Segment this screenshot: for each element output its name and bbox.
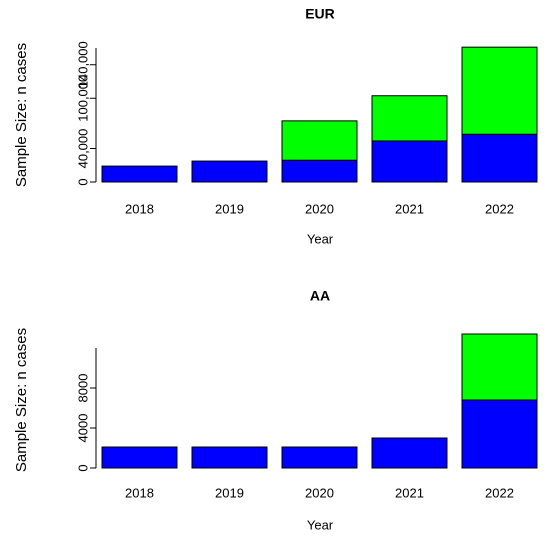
y-tick-label: 100,000 xyxy=(75,75,90,122)
x-tick-label: 2021 xyxy=(395,201,424,216)
x-tick-label: 2020 xyxy=(305,201,334,216)
x-tick-label: 2018 xyxy=(125,485,154,500)
y-tick-label: 0 xyxy=(75,178,90,185)
x-tick-label: 2019 xyxy=(215,485,244,500)
x-tick-label: 2018 xyxy=(125,201,154,216)
chart-title: AA xyxy=(310,288,330,304)
bar-segment xyxy=(461,46,538,135)
x-tick-label: 2022 xyxy=(485,485,514,500)
y-tick-label: 140,000 xyxy=(75,41,90,88)
y-axis-label: Sample Size: n cases xyxy=(13,43,30,187)
bar-segment xyxy=(371,437,448,469)
y-axis-label: Sample Size: n cases xyxy=(13,328,30,472)
bar-segment xyxy=(461,133,538,183)
bar-segment xyxy=(281,446,358,469)
y-tick-label: 0 xyxy=(75,464,90,471)
bar-segment xyxy=(461,333,538,401)
bar-segment xyxy=(101,165,178,183)
bar-segment xyxy=(281,159,358,183)
bar-segment xyxy=(101,446,178,469)
x-axis-label: Year xyxy=(307,231,334,246)
bar-segment xyxy=(281,120,358,161)
bar-segment xyxy=(191,446,268,469)
chart-title: EUR xyxy=(305,6,335,22)
y-tick-label: 4000 xyxy=(75,414,90,443)
x-axis-label: Year xyxy=(307,517,334,532)
x-tick-label: 2019 xyxy=(215,201,244,216)
x-tick-label: 2021 xyxy=(395,485,424,500)
y-tick-label: 8000 xyxy=(75,374,90,403)
bar-segment xyxy=(461,399,538,469)
bar-segment xyxy=(371,95,448,142)
bar-segment xyxy=(371,140,448,183)
x-tick-label: 2022 xyxy=(485,201,514,216)
y-tick-label: 40,000 xyxy=(75,129,90,169)
x-tick-label: 2020 xyxy=(305,485,334,500)
bar-segment xyxy=(191,160,268,183)
